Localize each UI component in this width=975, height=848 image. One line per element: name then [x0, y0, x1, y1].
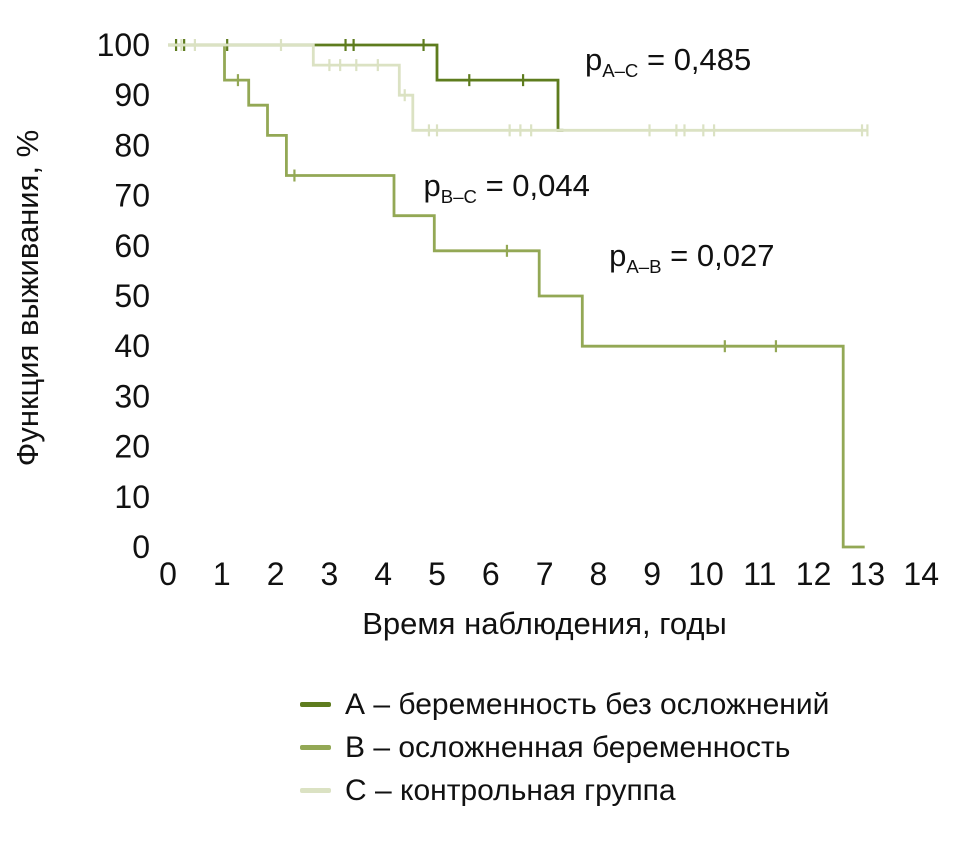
y-tick-label: 30 [114, 378, 150, 414]
x-tick-label: 9 [643, 556, 661, 592]
y-tick-label: 70 [114, 178, 150, 214]
p-subscript: А–В [626, 256, 662, 278]
x-tick-label: 13 [850, 556, 886, 592]
x-tick-label: 10 [688, 556, 724, 592]
y-tick-label: 20 [114, 429, 150, 465]
x-tick-label: 12 [796, 556, 832, 592]
x-tick-label: 1 [213, 556, 231, 592]
y-tick-label: 100 [97, 27, 150, 63]
y-axis-title: Функция выживания, % [10, 129, 45, 467]
p-value-annotation-a-b: pА–В = 0,027 [609, 237, 775, 278]
p-value-annotation-b-c: pВ–С = 0,044 [423, 167, 590, 207]
p-symbol: p [584, 42, 603, 78]
legend-swatch-c [300, 788, 331, 793]
legend-item-a: А – беременность без осложнений [300, 683, 829, 726]
p-value: = 0,044 [476, 167, 590, 203]
p-value: = 0,027 [661, 237, 775, 273]
p-subscript: А–С [602, 60, 639, 82]
p-subscript: В–С [440, 185, 477, 207]
x-axis-title: Время наблюдения, годы [362, 606, 727, 641]
y-tick-label: 10 [114, 479, 150, 515]
p-value: = 0,485 [638, 42, 752, 78]
p-symbol: p [423, 167, 441, 203]
legend-label-b: В – осложненная беременность [345, 730, 791, 764]
p-value-annotation-a-c: pА–С = 0,485 [584, 42, 752, 82]
x-tick-label: 3 [321, 556, 339, 592]
x-tick-label: 4 [374, 556, 392, 592]
y-tick-label: 50 [114, 278, 150, 314]
series-A-line [168, 43, 564, 132]
x-tick-label: 11 [743, 556, 776, 592]
legend-label-a: А – беременность без осложнений [345, 687, 830, 721]
series-B-line [168, 43, 865, 549]
legend: А – беременность без осложнений В – осло… [300, 683, 829, 812]
legend-item-b: В – осложненная беременность [300, 726, 829, 769]
series-C-line [168, 43, 868, 132]
x-tick-label: 2 [267, 556, 285, 592]
legend-swatch-b [300, 745, 331, 750]
y-tick-label: 90 [114, 77, 150, 113]
legend-swatch-a [300, 702, 331, 707]
x-tick-label: 6 [482, 556, 500, 592]
y-tick-label: 40 [114, 328, 150, 364]
x-tick-label: 14 [903, 556, 939, 592]
x-tick-label: 8 [590, 556, 608, 592]
y-tick-label: 80 [114, 127, 150, 163]
y-tick-label: 0 [132, 529, 150, 565]
legend-item-c: С – контрольная группа [300, 769, 829, 812]
x-tick-label: 5 [428, 556, 446, 592]
x-tick-label: 7 [536, 556, 554, 592]
y-tick-label: 60 [114, 228, 150, 264]
x-tick-label: 0 [159, 556, 177, 592]
p-symbol: p [609, 237, 627, 273]
legend-label-c: С – контрольная группа [345, 773, 676, 807]
